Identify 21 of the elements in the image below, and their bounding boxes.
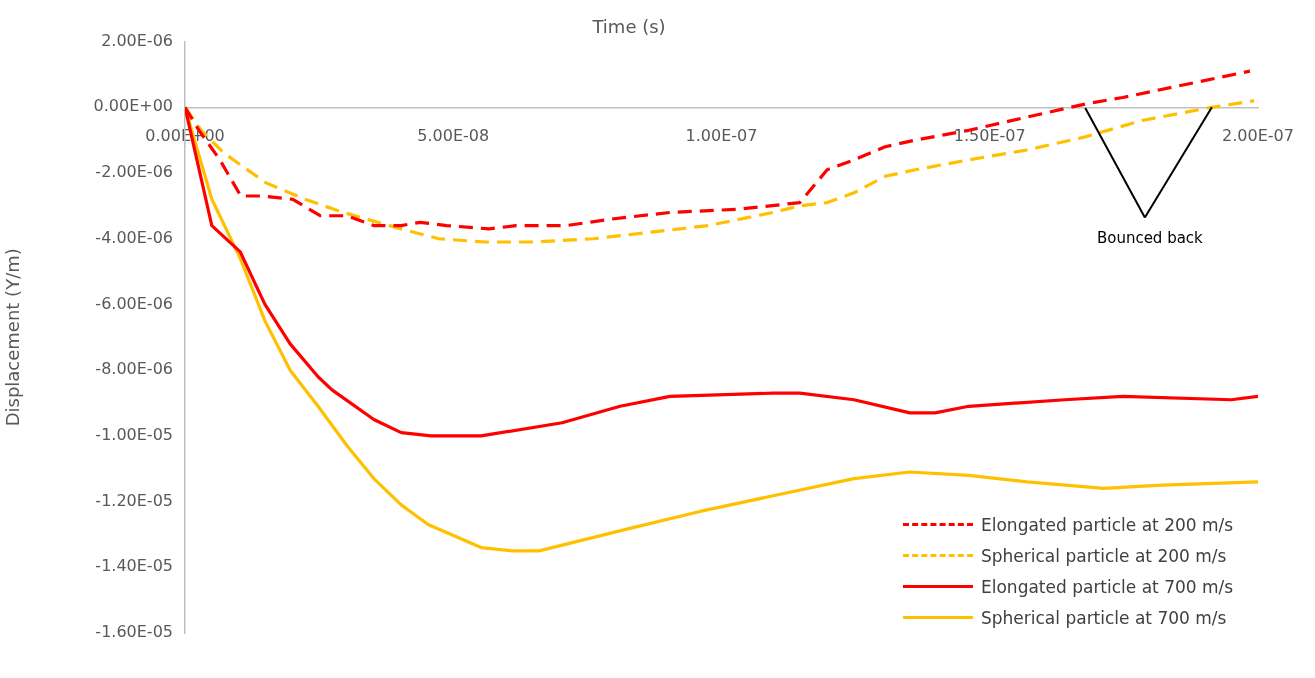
y-tick-label: -1.00E-05	[95, 425, 173, 445]
y-tick-label: -1.40E-05	[95, 556, 173, 576]
y-tick-label: -4.00E-06	[95, 227, 173, 247]
x-axis-title: Time (s)	[591, 16, 666, 38]
x-tick-label: 1.50E-07	[953, 126, 1026, 146]
x-tick-label: 1.00E-07	[685, 126, 758, 146]
y-tick-label: 2.00E-06	[101, 30, 173, 50]
annotation: Bounced back	[1096, 228, 1204, 247]
y-tick-label: -1.60E-05	[95, 622, 173, 642]
legend-label: Elongated particle at 200 m/s	[981, 514, 1234, 535]
y-axis-title: Displacement (Y/m)	[2, 248, 24, 427]
legend-label: Spherical particle at 700 m/s	[981, 607, 1227, 628]
y-tick-label: -8.00E-06	[95, 359, 173, 379]
legend-label: Spherical particle at 200 m/s	[981, 545, 1227, 566]
y-tick-label: -2.00E-06	[95, 162, 173, 182]
y-tick-label: -1.20E-05	[95, 490, 173, 510]
y-tick-label: 0.00E+00	[93, 96, 173, 116]
legend-label: Elongated particle at 700 m/s	[981, 576, 1234, 597]
x-tick-label: 2.00E-07	[1222, 126, 1294, 146]
y-tick-label: -6.00E-06	[95, 293, 173, 313]
x-tick-label: 5.00E-08	[417, 126, 490, 146]
